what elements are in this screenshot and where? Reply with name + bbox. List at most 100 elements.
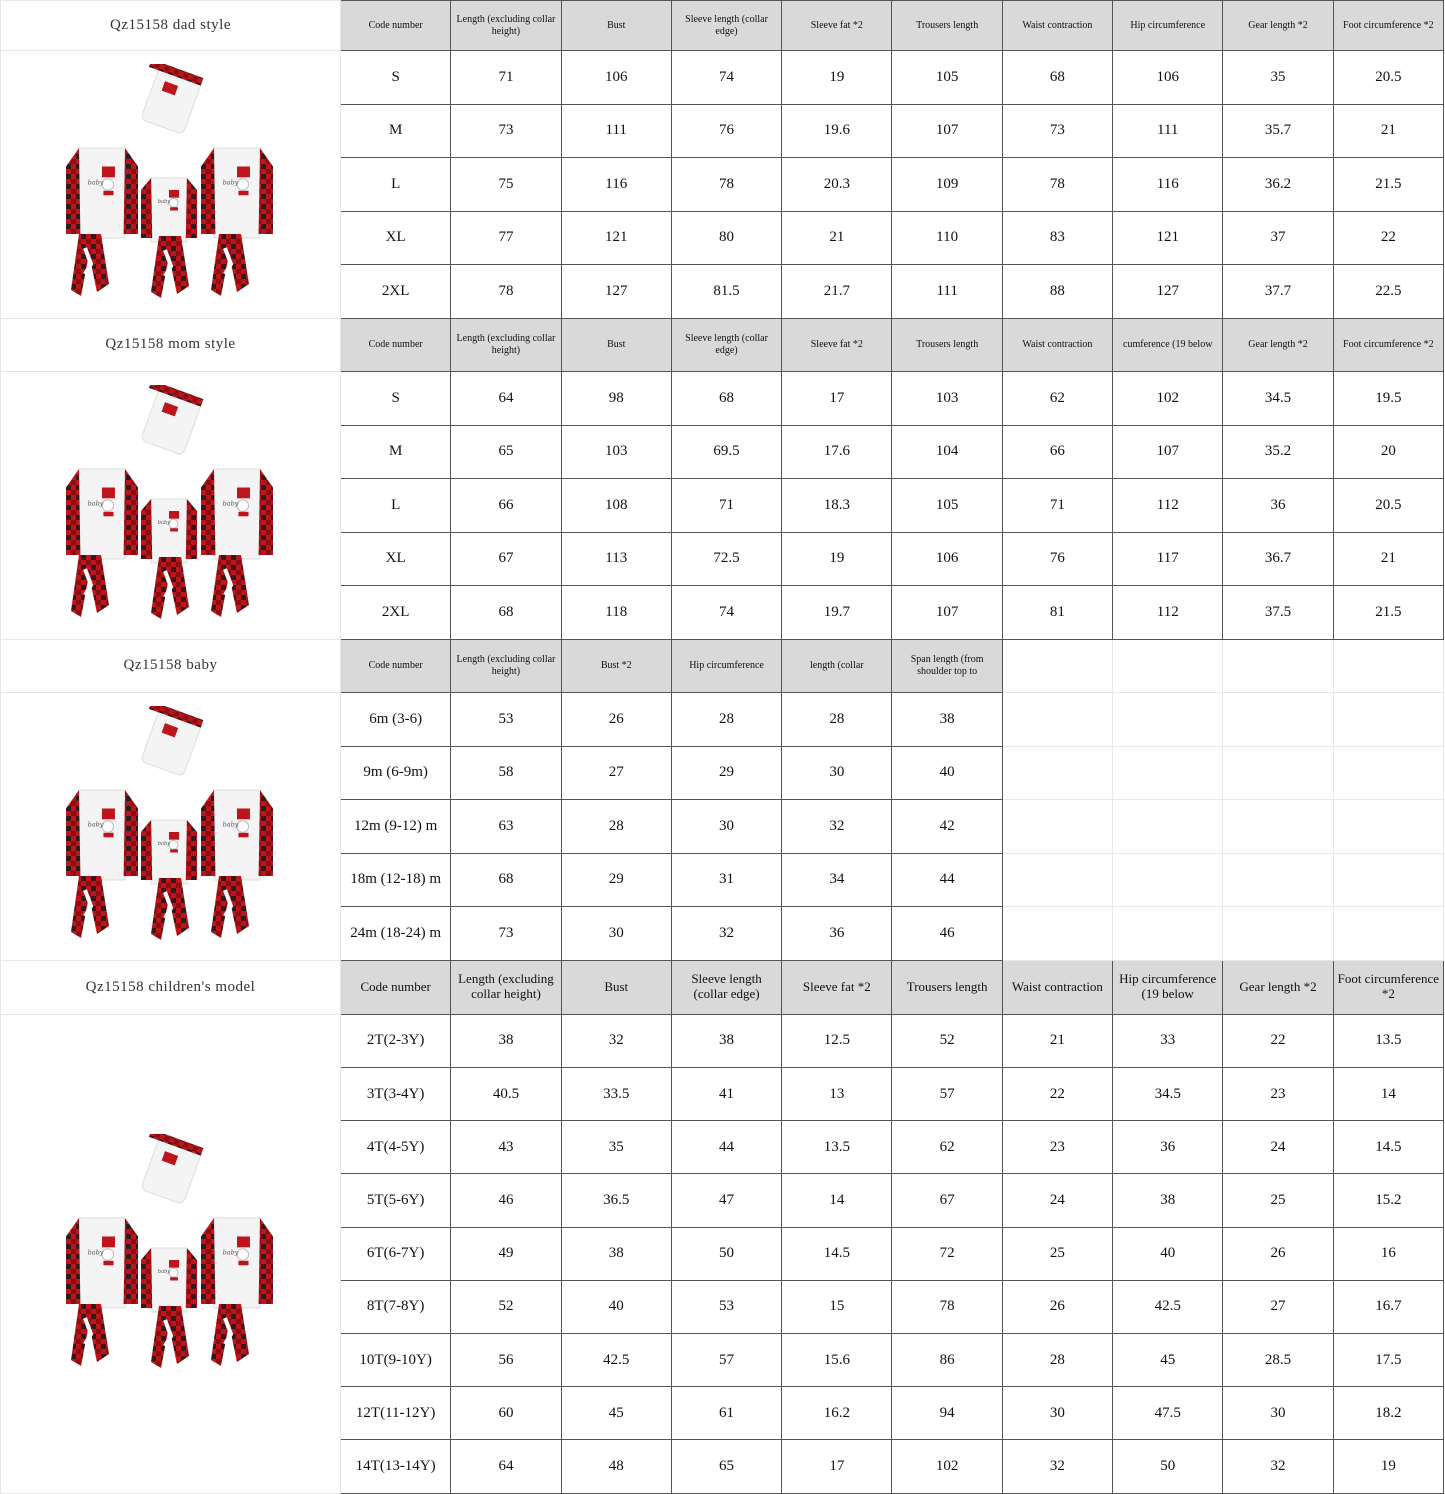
measurement-cell: 86: [891, 1333, 1003, 1388]
measurement-cell: 15: [781, 1279, 893, 1335]
measurement-cell: 20.5: [1332, 50, 1444, 105]
measurement-cell: 116: [1112, 157, 1224, 212]
size-code-cell: 4T(4-5Y): [339, 1120, 452, 1175]
measurement-cell: 28.5: [1222, 1333, 1334, 1388]
measurement-cell: 77: [450, 210, 562, 266]
empty-cell: [1222, 906, 1334, 961]
measurement-cell: 35.2: [1222, 424, 1334, 480]
measurement-cell: 23: [1222, 1067, 1334, 1122]
measurement-cell: 17.5: [1332, 1333, 1444, 1388]
empty-cell: [1222, 799, 1334, 854]
measurement-cell: 22: [1222, 1013, 1334, 1069]
measurement-cell: 48: [560, 1439, 672, 1494]
measurement-cell: 108: [560, 478, 672, 533]
measurement-cell: 46: [450, 1173, 562, 1228]
measurement-cell: 65: [450, 424, 562, 480]
measurement-cell: 30: [781, 745, 893, 801]
table-row: 24m (18-24) m 73 30 32 36 46: [1, 906, 1444, 961]
table-row: 12m (9-12) m 63 28 30 32 42: [1, 799, 1444, 854]
measurement-cell: 24: [1222, 1120, 1334, 1175]
table-row: 2XL 78 127 81.5 21.7 111 88 127 37.7 22.5: [1, 264, 1444, 319]
measurement-cell: 36: [1222, 478, 1334, 533]
measurement-cell: 46: [891, 906, 1003, 961]
empty-cell: [1001, 799, 1114, 854]
measurement-cell: 13.5: [1332, 1013, 1444, 1069]
column-header: Length (excluding collar height): [450, 317, 562, 372]
measurement-cell: 73: [450, 906, 562, 961]
measurement-cell: 98: [560, 370, 672, 426]
column-header: Sleeve length (collar edge): [670, 317, 783, 372]
empty-cell: [1001, 691, 1114, 747]
column-header: Sleeve length (collar edge): [670, 959, 783, 1015]
measurement-cell: 78: [891, 1279, 1003, 1335]
size-code-cell: L: [339, 478, 452, 533]
size-code-cell: 14T(13-14Y): [339, 1439, 452, 1494]
column-header: Sleeve fat *2: [781, 317, 893, 372]
measurement-cell: 19: [781, 50, 893, 105]
size-code-cell: 5T(5-6Y): [339, 1173, 452, 1228]
measurement-cell: 37.7: [1222, 264, 1334, 319]
measurement-cell: 81.5: [670, 264, 783, 319]
measurement-cell: 111: [891, 264, 1003, 319]
measurement-cell: 14.5: [1332, 1120, 1444, 1175]
measurement-cell: 13.5: [781, 1120, 893, 1175]
measurement-cell: 34.5: [1222, 370, 1334, 426]
measurement-cell: 21: [1332, 531, 1444, 587]
section-title: Qz15158 dad style: [0, 0, 341, 51]
measurement-cell: 29: [670, 745, 783, 801]
measurement-cell: 28: [670, 691, 783, 747]
measurement-cell: 28: [560, 799, 672, 854]
column-header: length (collar: [781, 638, 893, 693]
section-title: Qz15158 mom style: [0, 317, 341, 372]
measurement-cell: 73: [1001, 103, 1114, 159]
empty-cell: [1222, 852, 1334, 908]
measurement-cell: 121: [1112, 210, 1224, 266]
svg-text:baby: baby: [157, 199, 169, 205]
measurement-cell: 105: [891, 478, 1003, 533]
measurement-cell: 41: [670, 1067, 783, 1122]
measurement-cell: 64: [450, 370, 562, 426]
measurement-cell: 19.5: [1332, 370, 1444, 426]
measurement-cell: 118: [560, 585, 672, 640]
size-code-cell: 2T(2-3Y): [339, 1013, 452, 1069]
measurement-cell: 27: [560, 745, 672, 801]
measurement-cell: 71: [1001, 478, 1114, 533]
table-row: 12T(11-12Y) 60 45 61 16.2 94 30 47.5 30 18.2: [1, 1386, 1444, 1441]
measurement-cell: 30: [560, 906, 672, 961]
column-header: Code number: [339, 317, 452, 372]
table-row: 4T(4-5Y) 43 35 44 13.5 62 23 36 24 14.5: [1, 1120, 1444, 1175]
size-code-cell: S: [339, 370, 452, 426]
measurement-cell: 72: [891, 1226, 1003, 1281]
measurement-cell: 26: [1222, 1226, 1334, 1281]
size-code-cell: 6m (3-6): [339, 691, 452, 747]
measurement-cell: 113: [560, 531, 672, 587]
size-code-cell: L: [339, 157, 452, 212]
measurement-cell: 21: [781, 210, 893, 266]
measurement-cell: 63: [450, 799, 562, 854]
measurement-cell: 19.7: [781, 585, 893, 640]
measurement-cell: 88: [1001, 264, 1114, 319]
table-row: 18m (12-18) m 68 29 31 34 44: [1, 852, 1444, 908]
measurement-cell: 38: [670, 1013, 783, 1069]
measurement-cell: 42.5: [560, 1333, 672, 1388]
measurement-cell: 103: [891, 370, 1003, 426]
size-code-cell: S: [339, 50, 452, 105]
column-header: Foot circumference *2: [1332, 317, 1444, 372]
measurement-cell: 18.2: [1332, 1386, 1444, 1441]
measurement-cell: 38: [891, 691, 1003, 747]
measurement-cell: 105: [891, 50, 1003, 105]
measurement-cell: 22: [1001, 1067, 1114, 1122]
measurement-cell: 20.5: [1332, 478, 1444, 533]
empty-cell: [1332, 638, 1444, 693]
measurement-cell: 76: [1001, 531, 1114, 587]
measurement-cell: 62: [1001, 370, 1114, 426]
measurement-cell: 72.5: [670, 531, 783, 587]
table-row: 6T(6-7Y) 49 38 50 14.5 72 25 40 26 16: [1, 1226, 1444, 1281]
measurement-cell: 71: [450, 50, 562, 105]
measurement-cell: 74: [670, 50, 783, 105]
measurement-cell: 102: [1112, 370, 1224, 426]
measurement-cell: 36.7: [1222, 531, 1334, 587]
measurement-cell: 19: [1332, 1439, 1444, 1494]
measurement-cell: 35.7: [1222, 103, 1334, 159]
